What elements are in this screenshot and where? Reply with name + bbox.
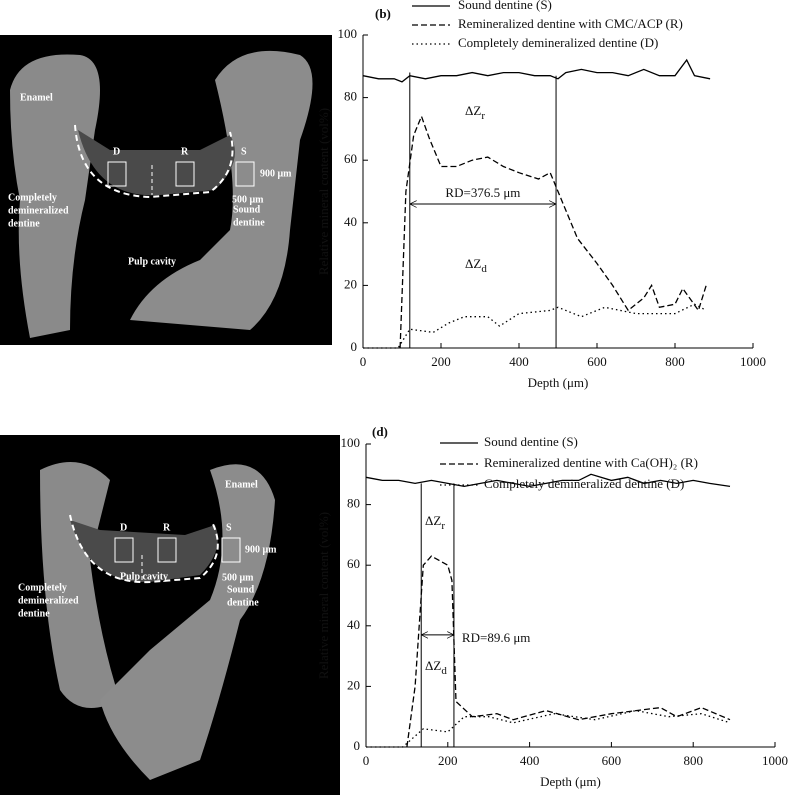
y-tick-label: 40 — [347, 617, 360, 632]
image-label: R — [181, 146, 189, 157]
image-label: Enamel — [225, 479, 258, 490]
delta-z-label: ΔZd — [425, 658, 447, 677]
series-line — [365, 473, 731, 488]
image-label: 500 μm — [232, 194, 264, 205]
y-tick-label: 80 — [344, 89, 357, 104]
series-line — [399, 114, 707, 349]
delta-z-text: ΔZ — [465, 103, 481, 118]
image-label: D — [120, 522, 127, 533]
x-tick-label: 800 — [683, 753, 703, 768]
image-label: Pulp cavity — [120, 571, 168, 582]
delta-z-sub: r — [481, 110, 485, 122]
x-tick-label: 600 — [587, 354, 607, 369]
delta-z-sub: d — [481, 263, 487, 275]
x-tick-label: 0 — [360, 354, 367, 369]
y-tick-label: 0 — [354, 738, 361, 753]
y-axis-title: Relative mineral content (vol%) — [316, 108, 331, 275]
image-label: S — [241, 146, 247, 157]
x-tick-label: 600 — [602, 753, 622, 768]
y-tick-label: 20 — [347, 677, 360, 692]
image-label: Sound — [227, 584, 255, 595]
y-tick-label: 60 — [347, 556, 360, 571]
chart-title: (b) — [375, 6, 391, 21]
image-label: dentine — [18, 608, 50, 619]
series-line — [406, 555, 731, 748]
series-line — [362, 58, 711, 83]
image-label: dentine — [233, 217, 265, 228]
delta-z-text: ΔZ — [425, 513, 441, 528]
y-tick-label: 100 — [341, 435, 361, 450]
x-tick-label: 800 — [665, 354, 685, 369]
x-axis-title: Depth (μm) — [540, 774, 601, 789]
x-tick-label: 200 — [438, 753, 458, 768]
y-tick-label: 0 — [351, 339, 358, 354]
image-label: demineralized — [8, 205, 69, 216]
delta-z-label: ΔZd — [465, 256, 487, 275]
y-tick-label: 80 — [347, 496, 360, 511]
x-tick-label: 1000 — [740, 354, 766, 369]
image-label: D — [113, 146, 120, 157]
delta-z-label: ΔZr — [465, 103, 485, 122]
y-tick-label: 40 — [344, 214, 357, 229]
image-label: Pulp cavity — [128, 256, 176, 267]
x-tick-label: 1000 — [762, 753, 788, 768]
legend-label: Remineralized dentine with Ca(OH)₂ (R) — [484, 455, 698, 470]
image-label: Completely — [18, 582, 67, 593]
delta-z-text: ΔZ — [425, 658, 441, 673]
chart-title: (d) — [372, 424, 388, 439]
image-label: demineralized — [18, 595, 79, 606]
x-axis-title: Depth (μm) — [528, 375, 589, 390]
image-label: S — [226, 522, 232, 533]
y-tick-label: 20 — [344, 276, 357, 291]
panel-label: (a) — [4, 49, 21, 64]
rd-label: RD=89.6 μm — [462, 630, 530, 645]
x-tick-label: 0 — [363, 753, 370, 768]
legend-label: Sound dentine (S) — [484, 434, 578, 449]
ct-image-c: (c) Enamel D R S 900 μm 500 μm Completel… — [0, 435, 340, 795]
y-tick-label: 60 — [344, 151, 357, 166]
image-label: Enamel — [20, 92, 53, 103]
y-tick-label: 100 — [338, 26, 358, 41]
ct-image-a: (a) Enamel D R S 900 μm 500 μm Completel… — [0, 35, 332, 345]
x-tick-label: 200 — [431, 354, 451, 369]
delta-z-sub: r — [441, 520, 445, 532]
series-line — [363, 303, 707, 349]
legend-label: Sound dentine (S) — [458, 0, 552, 12]
x-tick-label: 400 — [520, 753, 540, 768]
image-label: Sound — [233, 204, 261, 215]
image-label: Completely — [8, 192, 57, 203]
legend-label: Completely demineralized dentine (D) — [484, 476, 684, 491]
image-label: dentine — [8, 218, 40, 229]
y-axis-title: Relative mineral content (vol%) — [316, 512, 331, 679]
legend-label: Remineralized dentine with CMC/ACP (R) — [458, 16, 683, 31]
image-label: 900 μm — [245, 544, 277, 555]
legend-label: Completely demineralized dentine (D) — [458, 35, 658, 50]
panel-label: (c) — [4, 454, 20, 469]
x-tick-label: 400 — [509, 354, 529, 369]
image-label: 500 μm — [222, 572, 254, 583]
delta-z-label: ΔZr — [425, 513, 445, 532]
image-label: dentine — [227, 597, 259, 608]
image-label: 900 μm — [260, 168, 292, 179]
image-label: R — [163, 522, 171, 533]
series-line — [366, 709, 731, 748]
delta-z-text: ΔZ — [465, 256, 481, 271]
rd-label: RD=376.5 μm — [445, 185, 520, 200]
delta-z-sub: d — [441, 665, 447, 677]
